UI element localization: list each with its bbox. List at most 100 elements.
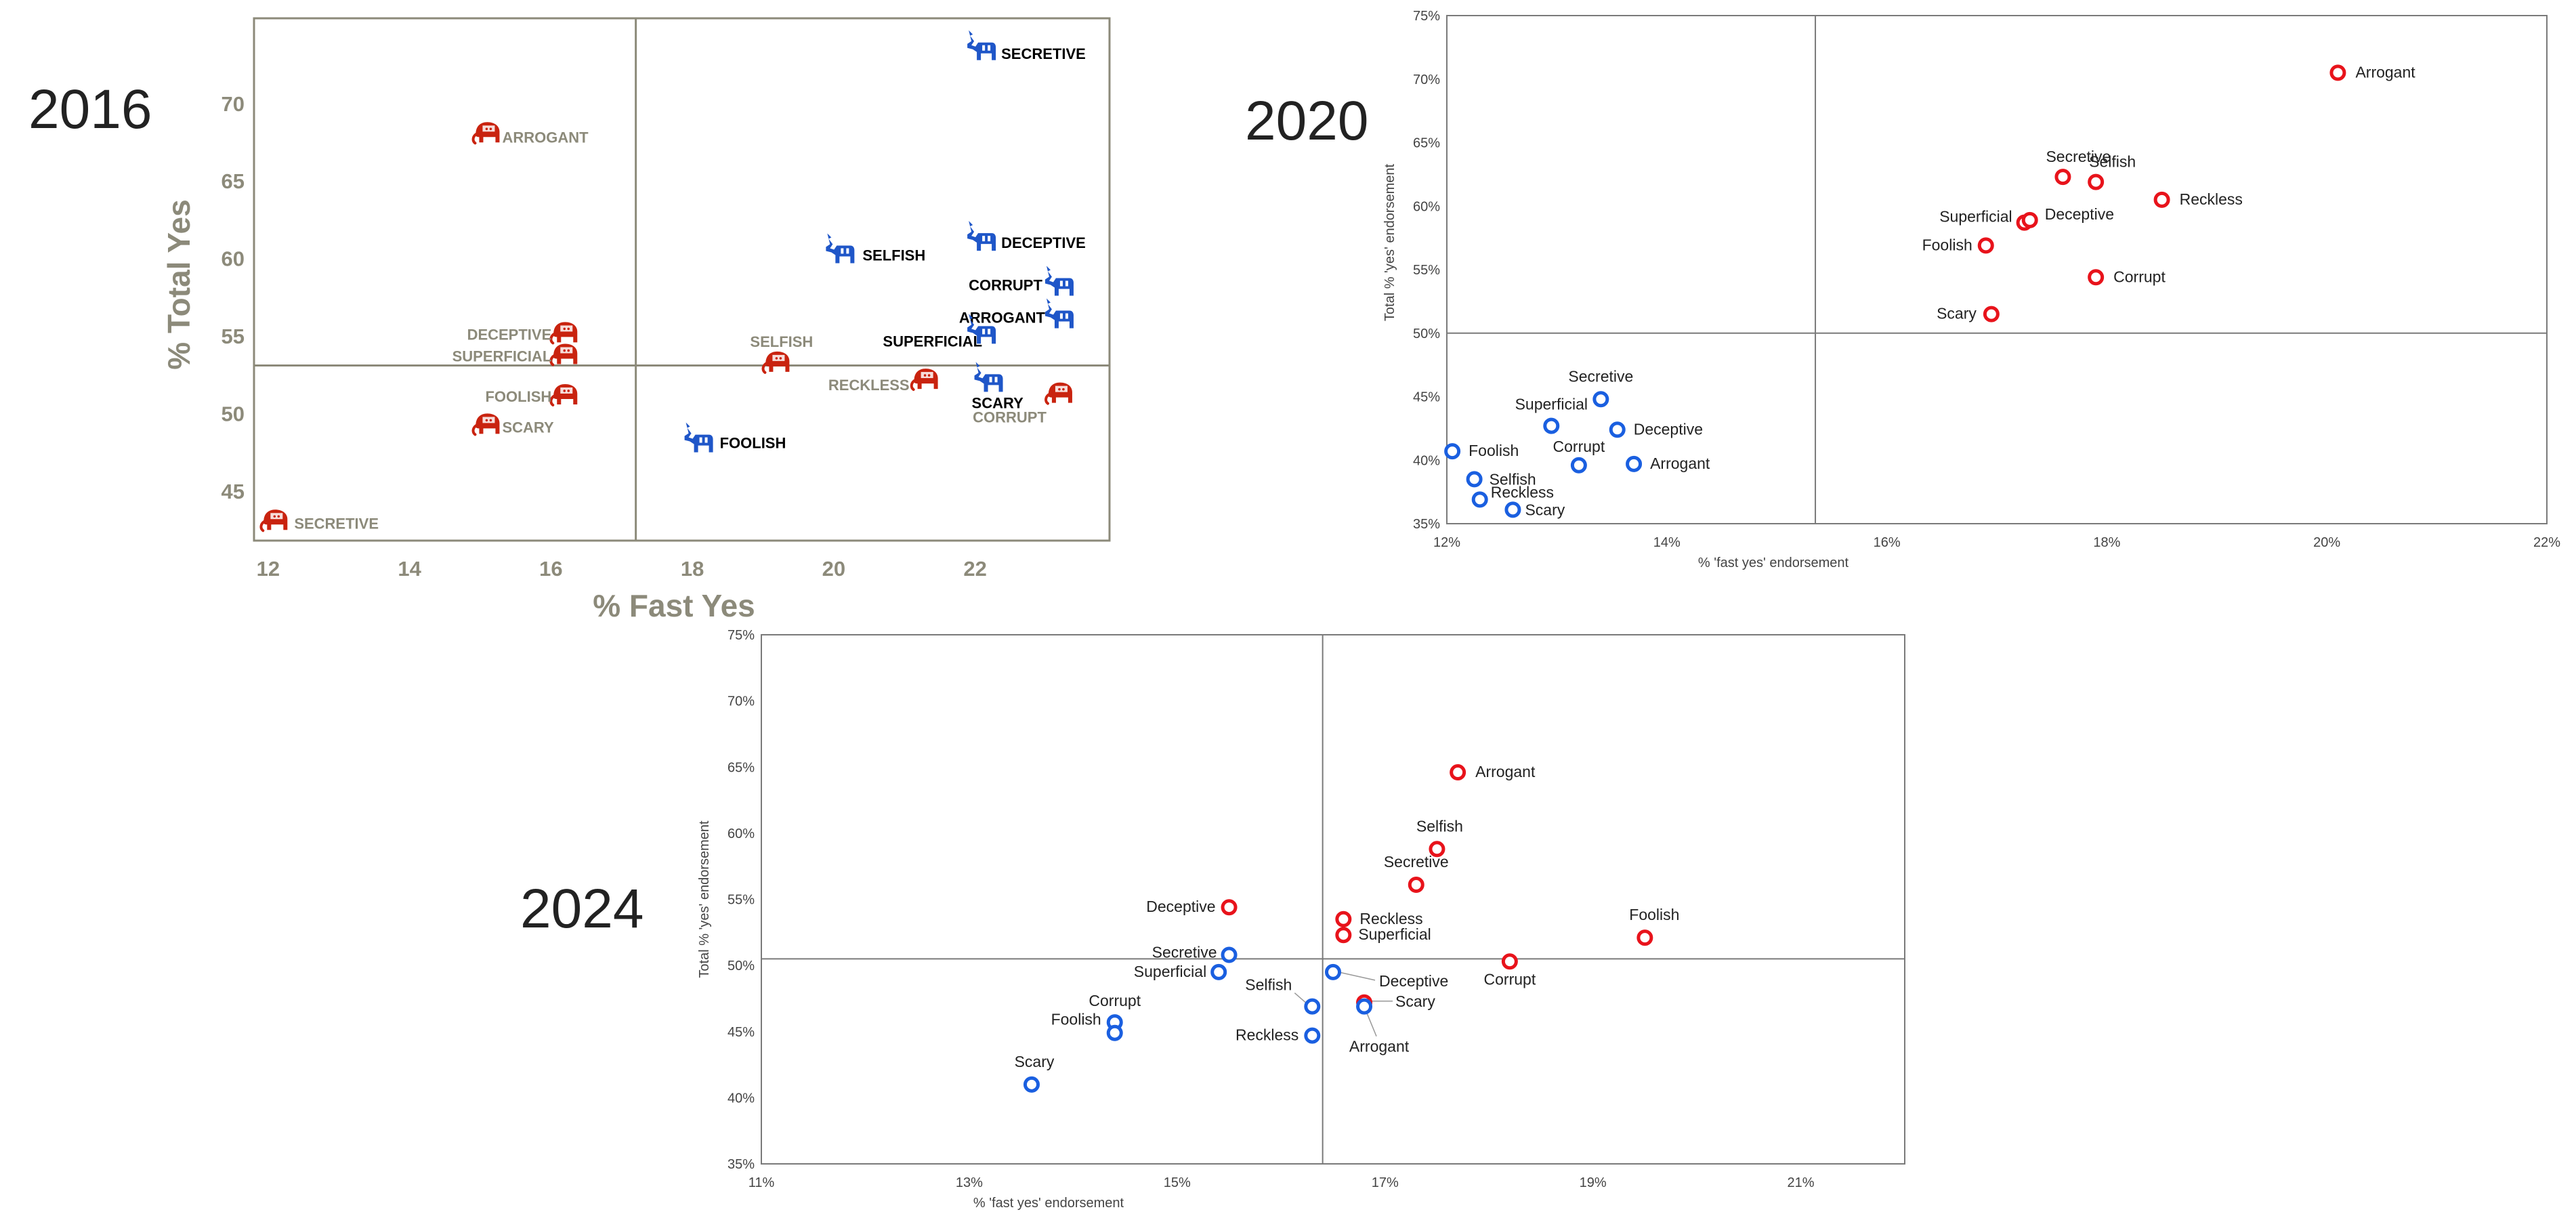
y-tick-label: 50 bbox=[221, 402, 245, 425]
plot-frame bbox=[761, 634, 1905, 1165]
y-tick-label: 45% bbox=[727, 1025, 755, 1040]
y-tick-label: 45% bbox=[1413, 390, 1440, 405]
y-tick-label: 60% bbox=[727, 826, 755, 841]
democrat-foolish-label: FOOLISH bbox=[720, 435, 786, 452]
chart-2024-svg: 11% 13% 15% 17% 19% 21% 35% 40% 45% 50% 55% 60% 65% 7… bbox=[697, 628, 1905, 1211]
republican-arrogant-marker bbox=[2329, 64, 2346, 81]
republican-reckless-label: Reckless bbox=[1359, 910, 1422, 927]
x-tick-label: 21% bbox=[1788, 1175, 1815, 1190]
democrat-reckless-label: Reckless bbox=[1236, 1026, 1298, 1044]
republican-deceptive-label: Deceptive bbox=[2045, 205, 2114, 223]
republican-reckless-elephant-marker bbox=[910, 369, 938, 392]
chart-2016-svg: 12 14 16 18 20 22 45 50 55 60 65 70 % Fast Yes % Tota… bbox=[161, 17, 1111, 623]
republican-reckless-marker bbox=[2153, 191, 2170, 208]
democrat-foolish-marker bbox=[1444, 443, 1461, 460]
x-tick-label: 11% bbox=[748, 1175, 775, 1190]
y-axis-title: Total % 'yes' endorsement bbox=[697, 820, 712, 978]
democrat-foolish-marker bbox=[1106, 1024, 1123, 1041]
x-tick-label: 16 bbox=[539, 557, 562, 581]
democrat-reckless-marker bbox=[1471, 491, 1488, 508]
republican-superficial-label: Superficial bbox=[1939, 208, 2012, 226]
republican-deceptive-label: DECEPTIVE bbox=[467, 326, 552, 343]
republican-corrupt-label: Corrupt bbox=[1484, 970, 1536, 988]
democrat-deceptive-leader-line bbox=[1338, 971, 1376, 981]
democrat-arrogant-label: ARROGANT bbox=[959, 310, 1046, 327]
republican-selfish-elephant-marker bbox=[761, 351, 790, 374]
republican-corrupt-elephant-marker bbox=[1044, 382, 1072, 405]
republican-superficial-elephant-marker bbox=[549, 343, 578, 367]
democrat-scary-marker bbox=[1023, 1076, 1040, 1093]
republican-secretive-marker bbox=[2054, 169, 2071, 186]
year-label-2016: 2016 bbox=[28, 79, 152, 140]
x-tick-label: 12 bbox=[257, 557, 280, 581]
y-tick-label: 70% bbox=[727, 694, 755, 709]
republican-superficial-marker bbox=[1335, 927, 1352, 944]
x-tick-label: 15% bbox=[1164, 1175, 1191, 1190]
democrat-selfish-marker bbox=[1304, 998, 1321, 1015]
democrat-corrupt-label: Corrupt bbox=[1553, 438, 1605, 455]
y-axis-title: % Total Yes bbox=[161, 199, 196, 369]
democrat-corrupt-donkey-marker bbox=[1044, 266, 1074, 296]
democrat-reckless-label: Reckless bbox=[1491, 483, 1554, 501]
plot-frame bbox=[1446, 15, 2548, 524]
democrat-scary-label: Scary bbox=[1525, 501, 1565, 518]
democrat-selfish-marker bbox=[1466, 471, 1483, 488]
democrat-deceptive-marker bbox=[1609, 421, 1626, 438]
y-tick-label: 60% bbox=[1413, 199, 1440, 214]
democrat-deceptive-donkey-marker bbox=[967, 221, 996, 251]
republican-reckless-marker bbox=[1335, 910, 1352, 927]
x-tick-label: 20 bbox=[822, 557, 845, 581]
y-tick-label: 50% bbox=[727, 959, 755, 974]
y-tick-label: 55 bbox=[221, 325, 245, 348]
y-tick-label: 65% bbox=[727, 760, 755, 775]
democrat-arrogant-leader-line bbox=[1366, 1013, 1377, 1037]
republican-foolish-elephant-marker bbox=[549, 383, 578, 406]
x-tick-label: 17% bbox=[1372, 1175, 1399, 1190]
republican-foolish-label: Foolish bbox=[1629, 906, 1679, 923]
republican-arrogant-label: ARROGANT bbox=[502, 129, 589, 146]
y-tick-label: 65 bbox=[221, 169, 245, 193]
y-tick-label: 70% bbox=[1413, 72, 1440, 87]
republican-secretive-marker bbox=[1408, 877, 1424, 894]
y-tick-label: 60 bbox=[221, 247, 245, 271]
republican-selfish-label: Selfish bbox=[1416, 817, 1463, 835]
republican-superficial-label: SUPERFICIAL bbox=[452, 348, 552, 364]
y-tick-label: 65% bbox=[1413, 136, 1440, 151]
republican-deceptive-marker bbox=[1221, 899, 1238, 916]
democrat-arrogant-marker bbox=[1626, 455, 1643, 472]
x-tick-label: 22 bbox=[963, 557, 986, 581]
y-tick-label: 40% bbox=[1413, 453, 1440, 468]
democrat-arrogant-marker bbox=[1356, 998, 1373, 1015]
republican-superficial-label: Superficial bbox=[1358, 925, 1431, 943]
democrat-superficial-marker bbox=[1543, 417, 1560, 434]
y-tick-label: 55% bbox=[1413, 263, 1440, 278]
republican-foolish-label: Foolish bbox=[1922, 236, 1972, 253]
democrat-selfish-leader-line bbox=[1294, 992, 1306, 1003]
republican-arrogant-marker bbox=[1450, 764, 1466, 781]
democrat-selfish-label: Selfish bbox=[1245, 976, 1292, 994]
republican-scary-elephant-marker bbox=[471, 413, 500, 436]
y-tick-label: 45 bbox=[221, 480, 245, 503]
republican-corrupt-marker bbox=[2088, 269, 2105, 286]
x-tick-label: 13% bbox=[956, 1175, 983, 1190]
republican-arrogant-label: Arrogant bbox=[2355, 63, 2415, 81]
democrat-superficial-label: Superficial bbox=[1134, 963, 1206, 980]
republican-selfish-label: Selfish bbox=[2089, 153, 2136, 171]
republican-reckless-label: RECKLESS bbox=[828, 377, 910, 394]
republican-scary-label: Scary bbox=[1937, 305, 1977, 322]
republican-reckless-label: Reckless bbox=[2180, 190, 2243, 208]
y-tick-label: 55% bbox=[727, 893, 755, 908]
plot-frame bbox=[253, 17, 1111, 542]
x-axis-title: % 'fast yes' endorsement bbox=[1698, 556, 1849, 570]
democrat-foolish-donkey-marker bbox=[684, 422, 713, 453]
democrat-secretive-marker bbox=[1221, 946, 1238, 963]
democrat-arrogant-label: Arrogant bbox=[1650, 455, 1710, 472]
republican-selfish-label: SELFISH bbox=[750, 333, 813, 350]
democrat-foolish-label: Foolish bbox=[1469, 442, 1519, 459]
democrat-arrogant-label: Arrogant bbox=[1349, 1038, 1410, 1055]
year-label-2020: 2020 bbox=[1245, 90, 1369, 152]
year-label-2024: 2024 bbox=[520, 878, 644, 940]
x-tick-label: 16% bbox=[1874, 535, 1901, 550]
democrat-corrupt-marker bbox=[1570, 457, 1587, 474]
republican-corrupt-marker bbox=[1501, 953, 1518, 970]
